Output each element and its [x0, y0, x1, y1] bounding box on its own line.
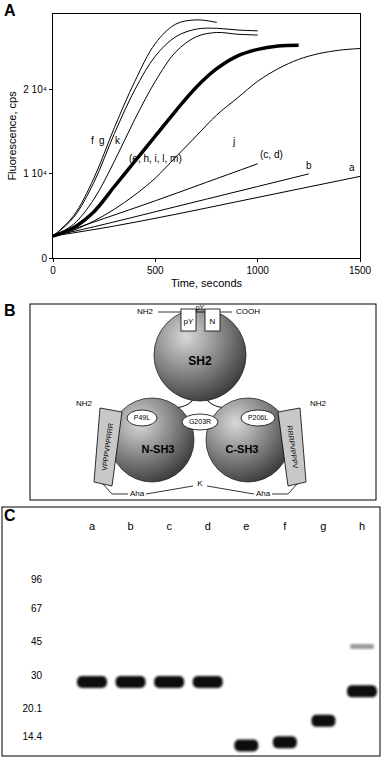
svg-text:20.1: 20.1	[23, 703, 43, 714]
svg-text:f: f	[283, 520, 287, 532]
svg-text:96: 96	[31, 574, 43, 585]
svg-text:j: j	[232, 136, 235, 147]
svg-text:SH2: SH2	[188, 354, 212, 368]
svg-text:P206L: P206L	[248, 414, 268, 421]
svg-text:2 10⁴: 2 10⁴	[23, 84, 47, 95]
svg-text:P49L: P49L	[134, 414, 150, 421]
svg-text:1000: 1000	[247, 265, 270, 276]
svg-text:k: k	[115, 135, 121, 146]
svg-text:VPPPVPPRRR: VPPPVPPRRR	[101, 423, 115, 471]
svg-text:30: 30	[31, 670, 43, 681]
svg-text:14.4: 14.4	[23, 731, 43, 742]
svg-text:a: a	[349, 162, 355, 173]
html-text:A: A	[4, 2, 16, 19]
svg-text:500: 500	[147, 265, 164, 276]
svg-text:pY: pY	[184, 317, 194, 326]
svg-text:RRRPVPPPV: RRRPVPPPV	[286, 425, 299, 469]
svg-text:G203R: G203R	[189, 418, 211, 425]
svg-text:(e, h, i, l, m): (e, h, i, l, m)	[129, 153, 182, 164]
svg-text:b: b	[128, 520, 134, 532]
svg-text:g: g	[99, 135, 105, 146]
svg-text:N-SH3: N-SH3	[141, 443, 174, 455]
svg-text:NH2: NH2	[137, 307, 154, 316]
svg-text:1 10⁴: 1 10⁴	[23, 168, 47, 179]
svg-text:0: 0	[50, 265, 56, 276]
svg-text:NH2: NH2	[310, 399, 327, 408]
svg-text:C-SH3: C-SH3	[225, 443, 258, 455]
svg-text:h: h	[359, 520, 365, 532]
svg-text:pY: pY	[196, 304, 205, 312]
svg-text:0: 0	[41, 253, 47, 264]
svg-text:Time, seconds: Time, seconds	[171, 277, 243, 289]
html-text:B: B	[4, 302, 16, 319]
svg-text:1500: 1500	[349, 265, 372, 276]
svg-text:Fluorescence, cps: Fluorescence, cps	[6, 91, 18, 181]
svg-text:NH2: NH2	[76, 399, 93, 408]
svg-text:COOH: COOH	[236, 307, 260, 316]
svg-text:45: 45	[31, 636, 43, 647]
svg-text:67: 67	[31, 603, 43, 614]
svg-text:N: N	[210, 317, 216, 326]
svg-text:(c, d): (c, d)	[260, 149, 283, 160]
svg-text:g: g	[320, 520, 326, 532]
svg-text:Aha: Aha	[256, 489, 271, 498]
svg-text:f: f	[91, 135, 94, 146]
svg-text:b: b	[306, 160, 312, 171]
svg-text:K: K	[197, 479, 203, 488]
svg-text:e: e	[243, 520, 249, 532]
svg-text:a: a	[89, 520, 96, 532]
svg-text:c: c	[166, 520, 172, 532]
html-text:C: C	[4, 507, 16, 524]
svg-text:d: d	[205, 520, 211, 532]
svg-text:Aha: Aha	[130, 489, 145, 498]
